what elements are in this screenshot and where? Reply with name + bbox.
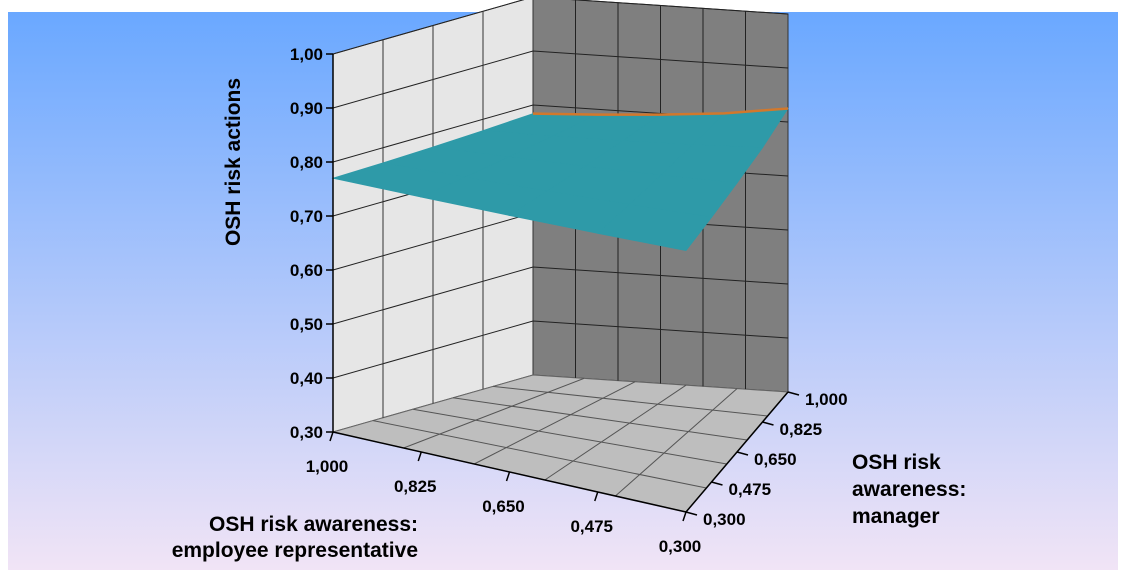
x-tick-mark	[505, 471, 511, 482]
y-axis-title-line: manager	[852, 505, 940, 528]
y-tick-label: 0,825	[780, 420, 823, 439]
x-tick-mark	[329, 431, 334, 442]
x-tick-label: 0,300	[659, 537, 702, 556]
x-tick-label: 1,000	[306, 457, 349, 476]
x-tick-label: 0,825	[394, 477, 437, 496]
floor-gridline	[372, 420, 707, 489]
x-tick-label: 0,475	[570, 517, 613, 536]
y-tick-mark	[787, 391, 800, 396]
x-tick-mark	[682, 511, 687, 522]
floor-gridline	[412, 408, 727, 465]
floor-gridline	[452, 397, 748, 441]
x-axis-title-line: OSH risk awareness:	[209, 513, 418, 536]
x-tick-label: 0,650	[482, 497, 525, 516]
y-tick-mark	[736, 451, 749, 456]
floor-gridline	[403, 377, 585, 449]
y-tick-label: 0,475	[729, 480, 772, 499]
z-tick-label: 0,60	[290, 261, 323, 280]
floor-gridline	[492, 385, 768, 417]
y-tick-label: 0,300	[703, 510, 746, 529]
x-axis-title-line: employee representative	[172, 539, 418, 562]
y-tick-mark	[762, 421, 774, 426]
surface-patch	[596, 204, 713, 252]
y-tick-label: 1,000	[805, 390, 848, 409]
floor-gridline	[544, 384, 687, 481]
surface-edge	[532, 107, 789, 116]
y-axis-title-line: awareness:	[852, 478, 966, 501]
x-tick-mark	[417, 451, 422, 462]
floor-gridline	[473, 381, 636, 465]
y-tick-mark	[685, 511, 698, 516]
y-tick-mark	[711, 481, 723, 486]
z-tick-label: 0,40	[290, 369, 323, 388]
z-tick-label: 1,00	[290, 45, 323, 64]
z-tick-label: 0,50	[290, 315, 323, 334]
z-tick-label: 0,80	[290, 153, 323, 172]
y-tick-label: 0,650	[754, 450, 797, 469]
floor-gridline	[615, 388, 738, 497]
z-axis-title: OSH risk actions	[222, 78, 245, 246]
y-axis-title-line: OSH risk	[852, 451, 941, 474]
z-tick-label: 0,30	[290, 423, 323, 442]
x-tick-mark	[594, 491, 599, 502]
z-tick-label: 0,70	[290, 207, 323, 226]
z-tick-label: 0,90	[290, 99, 323, 118]
